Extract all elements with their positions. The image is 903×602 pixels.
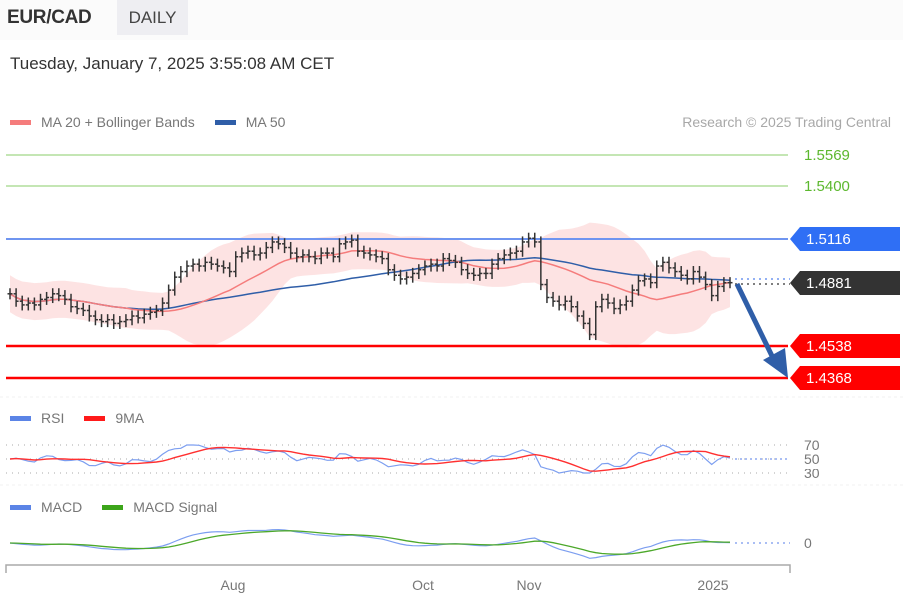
legend-swatch-icon bbox=[214, 119, 236, 125]
legend-macd: MACD bbox=[10, 499, 82, 515]
legend-swatch-icon bbox=[10, 415, 31, 421]
tag-last-text: 1.4881 bbox=[806, 275, 852, 292]
legend-swatch-icon bbox=[10, 119, 31, 125]
level-label-1.5569: 1.5569 bbox=[804, 147, 850, 164]
macd-axis-0: 0 bbox=[804, 535, 812, 551]
x-tick-aug: Aug bbox=[221, 577, 246, 593]
forecast-arrow-icon bbox=[734, 282, 788, 378]
legend-label: MACD Signal bbox=[133, 499, 218, 515]
legend-swatch-icon bbox=[84, 415, 106, 421]
tag-support-2: 1.4368 bbox=[790, 366, 900, 390]
rsi-axis-70: 70 bbox=[804, 437, 820, 453]
tag-support2-text: 1.4368 bbox=[806, 370, 852, 387]
legend-label: MA 50 bbox=[245, 114, 286, 130]
rsi-9ma-line bbox=[9, 446, 731, 472]
period-button[interactable]: DAILY bbox=[117, 0, 188, 35]
x-tick-oct: Oct bbox=[412, 577, 434, 593]
rsi-legend: RSI 9MA bbox=[10, 410, 164, 426]
ohlc-bars bbox=[7, 232, 733, 341]
macd-legend: MACD MACD Signal bbox=[10, 499, 237, 515]
main-legend: MA 20 + Bollinger Bands MA 50 bbox=[10, 114, 305, 130]
legend-macd-signal: MACD Signal bbox=[102, 499, 217, 515]
legend-label: 9MA bbox=[115, 410, 145, 426]
legend-swatch-icon bbox=[10, 504, 31, 510]
tag-support1-text: 1.4538 bbox=[806, 338, 852, 355]
macd-line bbox=[9, 528, 731, 559]
rsi-panel: 70 50 30 bbox=[6, 437, 830, 481]
legend-swatch-icon bbox=[102, 504, 124, 510]
tag-last-price: 1.4881 bbox=[790, 271, 900, 295]
legend-label: RSI bbox=[41, 410, 65, 426]
symbol-title: EUR/CAD bbox=[7, 7, 92, 28]
x-axis: Aug Oct Nov 2025 bbox=[5, 564, 791, 593]
tag-pivot: 1.5116 bbox=[790, 227, 900, 251]
tag-support-1: 1.4538 bbox=[790, 334, 900, 358]
legend-label: MACD bbox=[41, 499, 83, 515]
x-tick-2025: 2025 bbox=[697, 577, 728, 593]
legend-ma50: MA 50 bbox=[214, 114, 286, 130]
level-label-1.5400: 1.5400 bbox=[804, 178, 850, 195]
legend-rsi-9ma: 9MA bbox=[84, 410, 144, 426]
macd-panel: 0 bbox=[9, 528, 812, 559]
copyright-text: Research © 2025 Trading Central bbox=[682, 114, 891, 130]
legend-label: MA 20 + Bollinger Bands bbox=[41, 114, 195, 130]
legend-ma20-bollinger: MA 20 + Bollinger Bands bbox=[10, 114, 195, 130]
bollinger-band-area bbox=[10, 222, 730, 348]
legend-rsi: RSI bbox=[10, 410, 64, 426]
tag-pivot-text: 1.5116 bbox=[806, 231, 851, 248]
rsi-axis-50: 50 bbox=[804, 451, 820, 467]
x-tick-nov: Nov bbox=[517, 577, 542, 593]
datetime-label: Tuesday, January 7, 2025 3:55:08 AM CET bbox=[10, 54, 335, 73]
macd-signal-line bbox=[9, 530, 731, 555]
